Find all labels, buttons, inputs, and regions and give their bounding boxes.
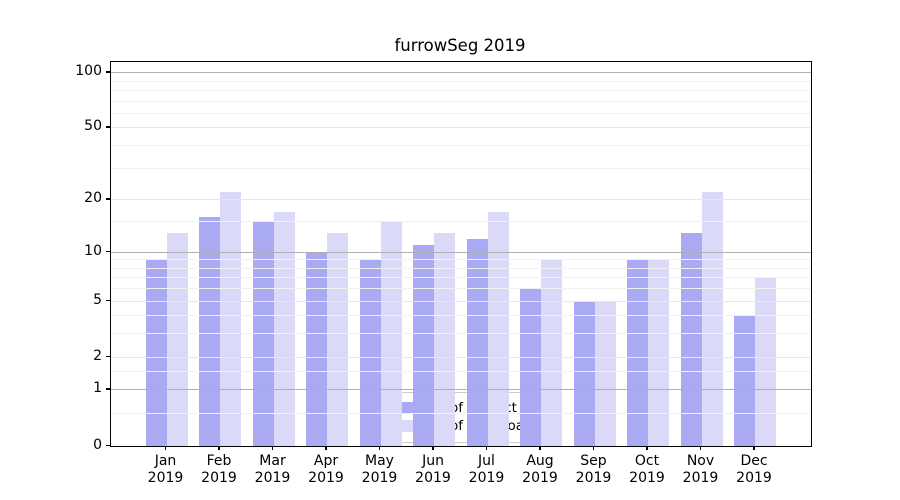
- minor-gridline: [111, 80, 811, 82]
- bar-downloads-aug: [541, 259, 562, 446]
- bar-distinct-ips-feb: [199, 216, 220, 446]
- major-gridline: [111, 300, 811, 302]
- minor-gridline: [111, 145, 811, 147]
- y-tick-mark: [106, 355, 110, 358]
- bar-distinct-ips-oct: [627, 259, 648, 446]
- minor-gridline: [111, 288, 811, 290]
- y-tick-mark: [106, 71, 110, 73]
- minor-gridline: [111, 315, 811, 317]
- major-gridline: [111, 199, 811, 201]
- bar-distinct-ips-dec: [734, 315, 755, 446]
- bar-distinct-ips-sep: [573, 301, 595, 446]
- x-tick-label: Jan 2019: [147, 453, 184, 486]
- y-tick-mark: [106, 388, 110, 390]
- minor-gridline: [111, 412, 811, 414]
- x-tick-label: Aug 2019: [522, 453, 558, 486]
- x-tick-mark: [485, 446, 488, 450]
- x-tick-label: Sep 2019: [575, 453, 612, 486]
- x-tick-label: Feb 2019: [201, 453, 237, 486]
- minor-gridline: [111, 267, 811, 269]
- x-tick-mark: [753, 446, 755, 450]
- x-tick-mark: [218, 446, 220, 450]
- minor-gridline: [111, 259, 811, 261]
- y-tick-label: 20: [84, 190, 102, 207]
- bar-distinct-ips-aug: [520, 288, 541, 446]
- bar-distinct-ips-jun: [413, 245, 434, 446]
- bar-distinct-ips-may: [359, 259, 381, 446]
- y-tick-mark: [106, 250, 110, 252]
- minor-gridline: [111, 90, 811, 92]
- major-gridline: [111, 251, 811, 253]
- x-tick-label: May 2019: [361, 453, 398, 486]
- major-gridline: [111, 72, 811, 74]
- x-tick-label: Oct 2019: [629, 453, 665, 486]
- minor-gridline: [111, 371, 811, 373]
- y-tick-mark: [106, 299, 110, 301]
- plot-area: [110, 61, 812, 447]
- x-tick-mark: [699, 446, 702, 450]
- y-tick-label: 50: [84, 118, 102, 135]
- bar-downloads-jun: [434, 232, 455, 446]
- bar-distinct-ips-jan: [145, 259, 167, 446]
- major-gridline: [111, 127, 811, 129]
- chart-title: furrowSeg 2019: [394, 36, 526, 55]
- bar-downloads-mar: [273, 212, 295, 446]
- bar-downloads-apr: [327, 232, 348, 446]
- x-tick-mark: [592, 446, 595, 450]
- x-tick-mark: [432, 446, 434, 450]
- y-tick-mark: [106, 198, 110, 200]
- x-tick-mark: [646, 446, 648, 450]
- bar-downloads-jul: [487, 212, 509, 446]
- bar-distinct-ips-nov: [680, 232, 702, 446]
- minor-gridline: [111, 221, 811, 223]
- legend-row-downloads: Nb of downloads: [389, 418, 540, 434]
- x-tick-label: Nov 2019: [682, 453, 719, 486]
- x-tick-mark: [164, 446, 167, 450]
- x-tick-label: Dec 2019: [736, 453, 772, 486]
- y-tick-label: 100: [75, 63, 102, 80]
- minor-gridline: [111, 100, 811, 102]
- x-tick-mark: [539, 446, 541, 450]
- x-tick-mark: [378, 446, 381, 450]
- bar-downloads-oct: [648, 259, 669, 446]
- x-tick-label: Mar 2019: [254, 453, 291, 486]
- minor-gridline: [111, 277, 811, 279]
- major-gridline: [111, 389, 811, 391]
- y-tick-mark: [106, 126, 110, 128]
- y-tick-label: 5: [93, 291, 102, 308]
- minor-gridline: [111, 167, 811, 169]
- bar-distinct-ips-jul: [466, 238, 488, 446]
- minor-gridline: [111, 113, 811, 114]
- x-tick-mark: [325, 446, 327, 450]
- bar-downloads-jan: [166, 232, 188, 446]
- major-gridline: [111, 356, 811, 358]
- y-tick-label: 1: [93, 380, 102, 397]
- y-tick-mark: [106, 444, 110, 446]
- minor-gridline: [111, 333, 811, 335]
- y-tick-label: 0: [93, 436, 102, 453]
- y-tick-label: 2: [93, 347, 102, 364]
- bar-downloads-dec: [755, 277, 776, 446]
- bar-downloads-nov: [701, 192, 723, 446]
- x-tick-label: Jul 2019: [468, 453, 505, 486]
- bar-distinct-ips-apr: [306, 252, 327, 446]
- x-tick-mark: [271, 446, 274, 450]
- x-tick-label: Apr 2019: [308, 453, 344, 486]
- y-tick-label: 10: [84, 242, 102, 259]
- bar-downloads-sep: [594, 301, 616, 446]
- bar-downloads-feb: [220, 192, 241, 446]
- x-tick-label: Jun 2019: [415, 453, 451, 486]
